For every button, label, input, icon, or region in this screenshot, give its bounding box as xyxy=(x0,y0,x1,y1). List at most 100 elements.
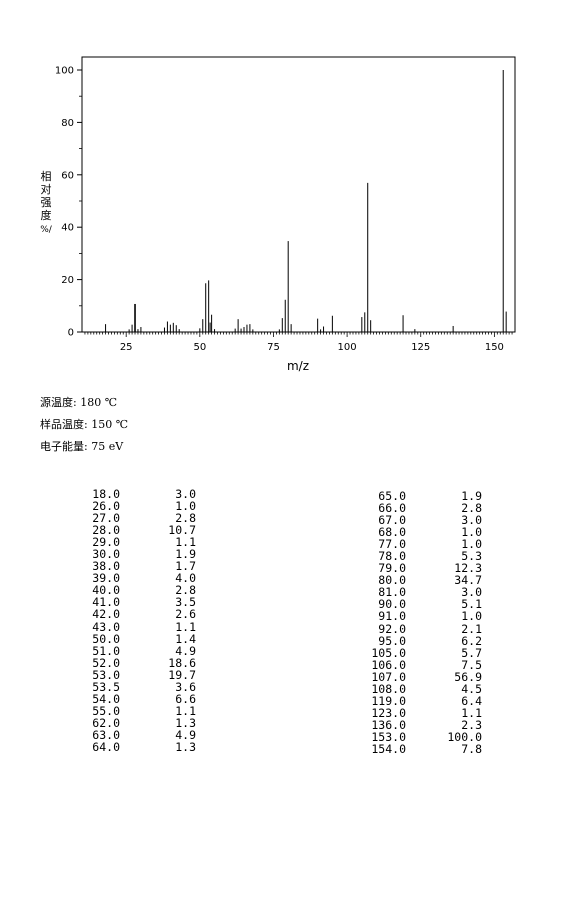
mz-value: 28.0 xyxy=(92,523,120,538)
source-temperature: 源温度: 180 ℃ xyxy=(40,396,117,409)
y-label-char: 度 xyxy=(41,208,52,222)
mz-value: 95.0 xyxy=(378,633,406,648)
sample-temperature: 样品温度: 150 ℃ xyxy=(40,418,128,431)
mz-value: 50.0 xyxy=(92,631,120,646)
mz-value: 123.0 xyxy=(371,705,406,720)
y-tick-label: 0 xyxy=(68,328,74,339)
abundance-value: 18.6 xyxy=(168,655,196,670)
mz-value: 66.0 xyxy=(378,501,406,516)
table-row: 30.0 1.9 xyxy=(84,548,196,560)
abundance-value: 4.5 xyxy=(461,681,482,696)
mz-value: 51.0 xyxy=(92,643,120,658)
abundance-value: 5.7 xyxy=(461,645,482,660)
table-row: 53.5 3.6 xyxy=(84,681,196,693)
y-tick-label: 100 xyxy=(55,66,74,77)
mz-value: 40.0 xyxy=(92,583,120,598)
table-row: 39.0 4.0 xyxy=(84,572,196,584)
table-row: 28.0 10.7 xyxy=(84,524,196,536)
mz-value: 154.0 xyxy=(371,741,406,756)
abundance-value: 2.3 xyxy=(461,717,482,732)
mz-value: 65.0 xyxy=(378,489,406,503)
x-tick-label: 25 xyxy=(120,342,133,353)
mz-value: 18.0 xyxy=(92,487,120,501)
abundance-value: 1.3 xyxy=(175,739,196,754)
mz-value: 136.0 xyxy=(371,717,406,732)
mz-value: 91.0 xyxy=(378,609,406,624)
x-tick-label: 100 xyxy=(338,342,357,353)
table-row: 68.0 1.0 xyxy=(370,526,482,538)
table-row: 50.0 1.4 xyxy=(84,633,196,645)
abundance-value: 3.0 xyxy=(461,585,482,600)
abundance-value: 7.8 xyxy=(461,741,482,756)
table-row: 123.0 1.1 xyxy=(370,707,482,719)
mz-value: 107.0 xyxy=(371,669,406,684)
table-row: 153.0 100.0 xyxy=(370,731,482,743)
abundance-value: 34.7 xyxy=(454,573,482,588)
mz-value: 26.0 xyxy=(92,499,120,514)
abundance-value: 1.7 xyxy=(175,559,196,574)
table-row: 41.0 3.5 xyxy=(84,596,196,608)
abundance-value: 6.4 xyxy=(461,693,482,708)
abundance-value: 2.8 xyxy=(175,583,196,598)
table-row: 80.0 34.7 xyxy=(370,574,482,586)
abundance-value: 6.2 xyxy=(461,633,482,648)
abundance-value: 4.0 xyxy=(175,571,196,586)
mz-value: 78.0 xyxy=(378,549,406,564)
table-row: 26.0 1.0 xyxy=(84,500,196,512)
mz-value: 54.0 xyxy=(92,691,120,706)
abundance-value: 1.3 xyxy=(175,715,196,730)
mz-value: 39.0 xyxy=(92,571,120,586)
table-row: 92.0 2.1 xyxy=(370,621,482,636)
mz-value: 42.0 xyxy=(92,607,120,622)
table-row: 65.0 1.9 xyxy=(370,490,482,502)
table-row: 106.0 7.5 xyxy=(370,659,482,671)
electron-energy: 电子能量: 75 eV xyxy=(40,440,124,453)
abundance-value: 1.1 xyxy=(461,705,482,720)
table-row: 95.0 6.2 xyxy=(370,635,482,647)
table-row: 79.0 12.3 xyxy=(370,562,482,574)
mz-value: 55.0 xyxy=(92,703,120,718)
y-label-char: 强 xyxy=(41,196,52,209)
peak-bars xyxy=(105,70,507,332)
x-axis-label: m/z xyxy=(287,359,309,373)
x-tick-label: 50 xyxy=(193,342,206,353)
peak-table-right: 65.0 1.9 66.0 2.8 67.0 3.0 68.0 1.0 77.0 1.0 78.0 5… xyxy=(370,490,482,755)
abundance-value: 2.6 xyxy=(175,607,196,622)
acquisition-conditions: 源温度: 180 ℃ 样品温度: 150 ℃ 电子能量: 75 eV xyxy=(40,392,128,458)
table-row: 119.0 6.4 xyxy=(370,695,482,707)
abundance-value: 3.0 xyxy=(461,513,482,528)
table-row: 63.0 4.9 xyxy=(84,729,196,741)
mz-value: 62.0 xyxy=(92,715,120,730)
mz-value: 41.0 xyxy=(92,595,120,610)
mz-value: 92.0 xyxy=(378,621,406,636)
mz-value: 77.0 xyxy=(378,537,406,552)
mz-value: 105.0 xyxy=(371,645,406,660)
peak-table-left: 18.0 3.0 26.0 1.0 27.0 2.8 28.0 10.7 29.0 1.1 30.0… xyxy=(84,488,196,753)
mz-value: 79.0 xyxy=(378,561,406,576)
plot-frame xyxy=(81,56,516,333)
abundance-value: 6.6 xyxy=(175,691,196,706)
table-row: 53.0 19.7 xyxy=(84,669,196,681)
abundance-value: 5.3 xyxy=(461,549,482,564)
y-tick-label: 40 xyxy=(61,223,74,234)
mz-value: 80.0 xyxy=(378,573,406,588)
y-tick-label: 60 xyxy=(61,170,74,181)
y-axis: 0 20 40 60 80 100 xyxy=(55,66,82,339)
table-row: 40.0 2.8 xyxy=(84,584,196,596)
table-row: 27.0 2.8 xyxy=(84,512,196,524)
mz-value: 38.0 xyxy=(92,559,120,574)
table-row: 107.0 56.9 xyxy=(370,671,482,683)
mz-value: 30.0 xyxy=(92,547,120,562)
abundance-value: 2.8 xyxy=(461,501,482,516)
mz-value: 52.0 xyxy=(92,655,120,670)
abundance-value: 1.1 xyxy=(175,619,196,634)
mz-value: 90.0 xyxy=(378,597,406,612)
x-tick-label: 125 xyxy=(411,342,430,353)
abundance-value: 100.0 xyxy=(447,729,482,744)
abundance-value: 3.0 xyxy=(175,487,196,501)
y-tick-label: 20 xyxy=(61,275,74,286)
mz-value: 53.5 xyxy=(92,679,120,694)
table-row: 64.0 1.3 xyxy=(84,741,196,753)
